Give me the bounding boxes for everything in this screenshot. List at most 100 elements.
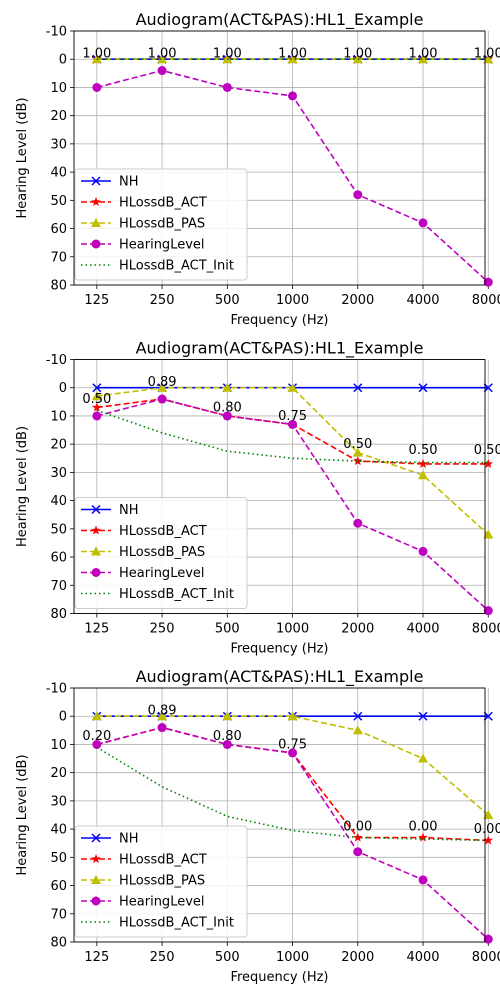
y-tick-label: -10	[46, 682, 67, 697]
series-point-marker	[418, 711, 428, 721]
legend-label: HLossdB_PAS	[119, 545, 205, 560]
series-point-marker	[418, 54, 429, 64]
series-point-marker	[418, 832, 428, 842]
data-label: 1.00	[343, 47, 372, 62]
series-point-marker	[418, 458, 428, 468]
legend-label: HLossdB_PAS	[119, 217, 205, 232]
legend-item: HLossdB_PAS	[81, 545, 205, 560]
chart-title: Audiogram(ACT&PAS):HL1_Example	[136, 667, 424, 687]
series-point-marker	[91, 391, 102, 401]
series-point-marker	[418, 470, 429, 480]
series-point-marker	[353, 847, 363, 857]
data-label: 0.00	[343, 819, 372, 834]
series-point-marker	[353, 190, 363, 200]
y-tick-label: 60	[50, 879, 67, 894]
x-tick-label: 2000	[341, 622, 374, 637]
y-tick-label: 20	[50, 438, 67, 453]
x-tick-label: 4000	[406, 293, 439, 308]
series-point-marker	[483, 810, 494, 819]
data-label: 1.00	[148, 47, 177, 62]
series-point-marker	[483, 711, 493, 721]
data-label: 0.80	[213, 400, 242, 415]
data-label: 0.89	[148, 375, 177, 390]
legend-label: NH	[119, 503, 139, 518]
data-label: 1.00	[82, 47, 111, 62]
x-axis-label: Frequency (Hz)	[230, 313, 328, 328]
legend-item: HLossdB_ACT	[81, 524, 207, 539]
x-tick-label: 125	[84, 293, 109, 308]
legend-label: HLossdB_ACT	[119, 853, 207, 868]
legend-marker	[91, 875, 101, 884]
series-point-marker	[222, 739, 232, 749]
x-tick-label: 250	[150, 293, 175, 308]
legend-item: HLossdB_ACT_Init	[81, 916, 234, 931]
legend-marker	[91, 896, 101, 906]
y-tick-label: -10	[46, 353, 67, 368]
y-axis-label: Hearing Level (dB)	[15, 97, 30, 218]
chart-panel-3: Audiogram(ACT&PAS):HL1_Example -10 0 10 20 30…	[15, 667, 500, 985]
x-tick-label: 8000	[472, 950, 500, 965]
legend-marker	[91, 854, 101, 864]
series-point-marker	[222, 711, 233, 721]
legend-box	[74, 497, 248, 609]
y-tick-label: -10	[46, 25, 67, 40]
y-tick-label: 0	[59, 381, 67, 396]
series-point-marker	[157, 66, 167, 76]
x-tick-label: 500	[215, 950, 240, 965]
y-tick-label: 30	[50, 794, 67, 809]
series-point-marker	[288, 748, 298, 758]
series-point-marker	[91, 711, 102, 721]
y-axis-label: Hearing Level (dB)	[15, 754, 30, 875]
legend-label: HLossdB_ACT_Init	[119, 259, 234, 274]
series-point-marker	[483, 934, 493, 944]
legend-item: HLossdB_ACT_Init	[81, 259, 234, 274]
y-tick-label: 30	[50, 466, 67, 481]
y-tick-label: 40	[50, 494, 67, 509]
y-tick-label: 80	[50, 279, 67, 294]
x-tick-label: 125	[84, 622, 109, 637]
x-tick-label: 125	[84, 950, 109, 965]
series-point-marker	[353, 518, 363, 528]
y-tick-label: 70	[50, 250, 67, 265]
chart-panel-2: Audiogram(ACT&PAS):HL1_Example -10 0 10 20 30…	[15, 339, 500, 657]
series-point-marker	[222, 82, 232, 92]
y-tick-label: 40	[50, 166, 67, 181]
x-tick-label: 4000	[406, 622, 439, 637]
x-tick-label: 2000	[341, 293, 374, 308]
legend-label: NH	[119, 832, 139, 847]
series-point-marker	[353, 383, 363, 393]
legend-label: HLossdB_PAS	[119, 874, 205, 889]
series-HearingLevel	[92, 394, 493, 616]
y-tick-label: 0	[59, 53, 67, 68]
series-point-marker	[92, 402, 102, 412]
legend-label: HLossdB_ACT	[119, 196, 207, 211]
series-point-marker	[92, 411, 102, 421]
series-point-marker	[418, 875, 428, 885]
y-tick-label: 80	[50, 607, 67, 622]
legend-item: HearingLevel	[81, 238, 205, 253]
series-point-marker	[418, 546, 428, 556]
legend-marker	[91, 525, 101, 535]
data-label: 0.89	[148, 704, 177, 719]
legend-label: HearingLevel	[119, 566, 205, 581]
plot-frame	[73, 687, 486, 943]
legend-item: HLossdB_PAS	[81, 217, 205, 232]
y-tick-label: 20	[50, 766, 67, 781]
series-point-marker	[157, 723, 167, 733]
series-HearingLevel	[92, 723, 493, 944]
y-tick-label: 70	[50, 579, 67, 594]
legend-item: NH	[81, 175, 139, 190]
y-tick-label: 80	[50, 936, 67, 951]
plot-frame	[73, 30, 486, 286]
y-tick-label: 30	[50, 137, 67, 152]
legend-marker	[91, 176, 101, 186]
x-tick-label: 500	[215, 293, 240, 308]
y-tick-label: 20	[50, 109, 67, 124]
series-point-marker	[287, 382, 298, 392]
series-point-marker	[222, 54, 233, 64]
data-label: 1.00	[409, 47, 438, 62]
series-point-marker	[483, 277, 493, 287]
series-point-marker	[92, 383, 102, 393]
legend: NH HLossdB_ACT HLossdB_PAS HearingLevel HLos…	[74, 825, 248, 938]
